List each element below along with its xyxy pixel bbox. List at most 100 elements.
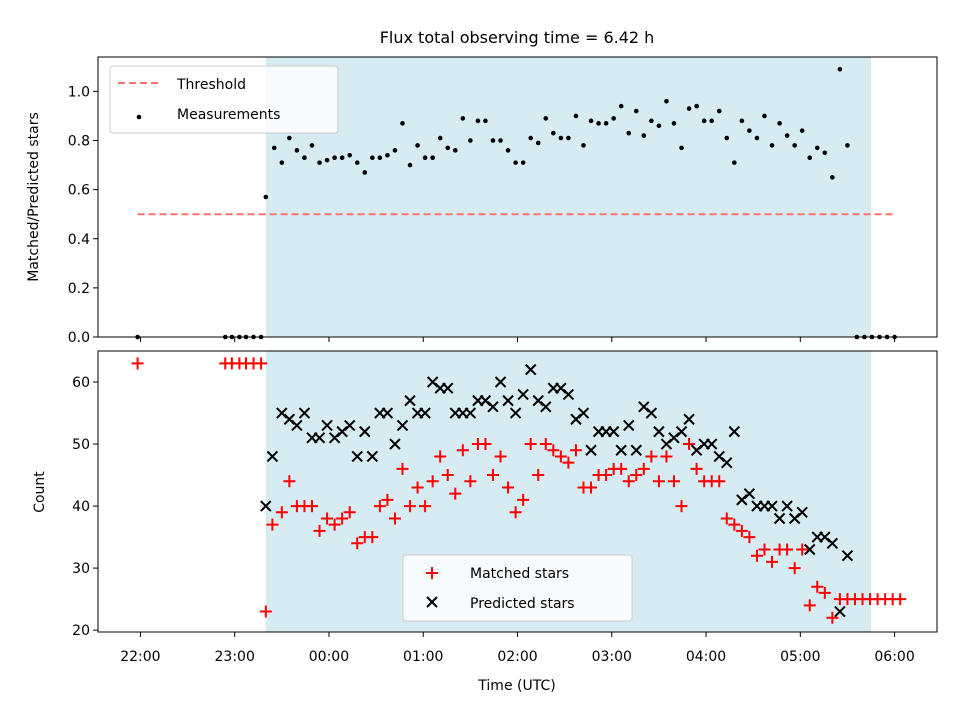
matched-star-point xyxy=(275,506,288,519)
predicted-star-point xyxy=(562,388,575,401)
measurement-point xyxy=(475,118,481,124)
predicted-star-point xyxy=(540,401,552,413)
measurement-point xyxy=(513,160,518,165)
predicted-star-point xyxy=(321,419,333,432)
measurement-point xyxy=(347,152,353,158)
predicted-star-point xyxy=(419,407,431,419)
measurement-point xyxy=(528,135,533,141)
matched-star-point xyxy=(652,475,665,488)
measurement-point xyxy=(649,118,654,124)
matched-star-point xyxy=(743,531,756,544)
bottom-panel: 20 30 40 50 60 22:00 23:00 00:00 01:00 02:00 03:0… xyxy=(32,350,938,694)
top-y-tick-label: 0.8 xyxy=(68,134,90,150)
measurement-point xyxy=(377,155,383,161)
matched-star-point xyxy=(313,524,326,537)
measurement-point xyxy=(294,148,300,153)
predicted-star-point xyxy=(585,444,597,456)
matched-star-point xyxy=(720,512,733,525)
measurement-point xyxy=(573,113,579,119)
measurement-point xyxy=(747,128,752,133)
bottom-y-tick-label: 50 xyxy=(72,437,90,453)
measurement-point xyxy=(837,66,843,72)
measurement-point xyxy=(263,194,269,200)
measurement-point xyxy=(581,143,586,148)
predicted-star-point xyxy=(313,432,326,444)
measurement-point xyxy=(845,143,850,148)
top-y-tick-label: 0.0 xyxy=(68,330,90,346)
measurement-point xyxy=(430,155,435,161)
measurement-point xyxy=(558,135,564,141)
matched-star-point xyxy=(328,518,341,531)
matched-star-point xyxy=(321,512,334,525)
predicted-star-point xyxy=(630,444,642,456)
measurement-point xyxy=(686,106,692,111)
matched-star-point xyxy=(569,444,582,457)
measurement-point xyxy=(317,160,322,165)
matched-star-point xyxy=(818,586,831,599)
bottom-y-axis-label: Count xyxy=(32,471,48,513)
matched-star-point xyxy=(343,506,356,519)
measurement-point xyxy=(302,155,307,161)
measurement-point xyxy=(422,155,428,161)
matched-star-point xyxy=(464,475,477,488)
bottom-y-tick-label: 30 xyxy=(72,561,90,577)
matched-star-point xyxy=(615,462,628,475)
matched-star-point xyxy=(781,543,794,556)
legend-predicted-swatch xyxy=(426,596,438,608)
measurement-point xyxy=(543,116,549,121)
matched-star-point xyxy=(735,524,748,537)
matched-star-point xyxy=(683,438,696,451)
x-tick-label: 05:00 xyxy=(780,649,820,665)
predicted-star-point xyxy=(804,543,816,556)
measurement-point xyxy=(814,145,820,151)
matched-star-point xyxy=(713,475,726,488)
legend-matched-swatch xyxy=(426,567,438,579)
matched-star-point xyxy=(660,450,673,463)
measurement-point xyxy=(385,152,390,158)
measurement-point xyxy=(332,155,337,161)
measurement-point xyxy=(520,160,526,165)
measurement-point xyxy=(468,138,473,143)
measurement-point xyxy=(498,138,503,143)
measurement-point xyxy=(777,121,782,126)
x-tick-label: 00:00 xyxy=(309,649,349,665)
predicted-star-point xyxy=(260,500,272,512)
measurement-point xyxy=(701,118,707,124)
matched-star-point xyxy=(517,493,530,506)
predicted-star-point xyxy=(653,425,665,438)
legend-matched-label: Matched stars xyxy=(470,566,569,582)
measurement-point xyxy=(445,145,451,151)
predicted-star-point xyxy=(396,419,409,432)
measurement-point xyxy=(656,123,662,129)
measurement-point xyxy=(679,145,684,151)
matched-star-point xyxy=(675,500,688,513)
measurement-point xyxy=(566,135,571,141)
predicted-star-point xyxy=(577,407,590,419)
matched-star-point xyxy=(803,599,816,612)
matched-star-point xyxy=(373,500,386,513)
predicted-star-point xyxy=(404,394,416,407)
legend-measurements-label: Measurements xyxy=(177,107,280,123)
predicted-star-point xyxy=(705,438,718,450)
measurement-point xyxy=(370,155,375,161)
matched-star-point xyxy=(426,475,439,488)
measurement-point xyxy=(407,162,413,168)
top-observing-window xyxy=(265,57,872,337)
measurement-point xyxy=(460,116,466,121)
measurement-point xyxy=(792,143,797,148)
predicted-star-point xyxy=(298,407,311,419)
measurement-point xyxy=(324,157,330,163)
matched-star-point xyxy=(524,438,537,451)
predicted-star-point xyxy=(351,450,363,463)
top-legend: Threshold Measurements xyxy=(109,65,339,134)
measurement-point xyxy=(362,170,368,175)
matched-star-point xyxy=(404,500,417,513)
matched-star-point xyxy=(396,462,409,475)
measurement-point xyxy=(830,175,835,180)
legend-measurements-swatch xyxy=(136,114,142,120)
predicted-star-point xyxy=(675,425,688,438)
measurement-point xyxy=(596,121,601,126)
matched-star-point xyxy=(479,438,492,451)
matched-star-point xyxy=(728,518,741,531)
top-y-tick-label: 0.6 xyxy=(68,183,90,199)
